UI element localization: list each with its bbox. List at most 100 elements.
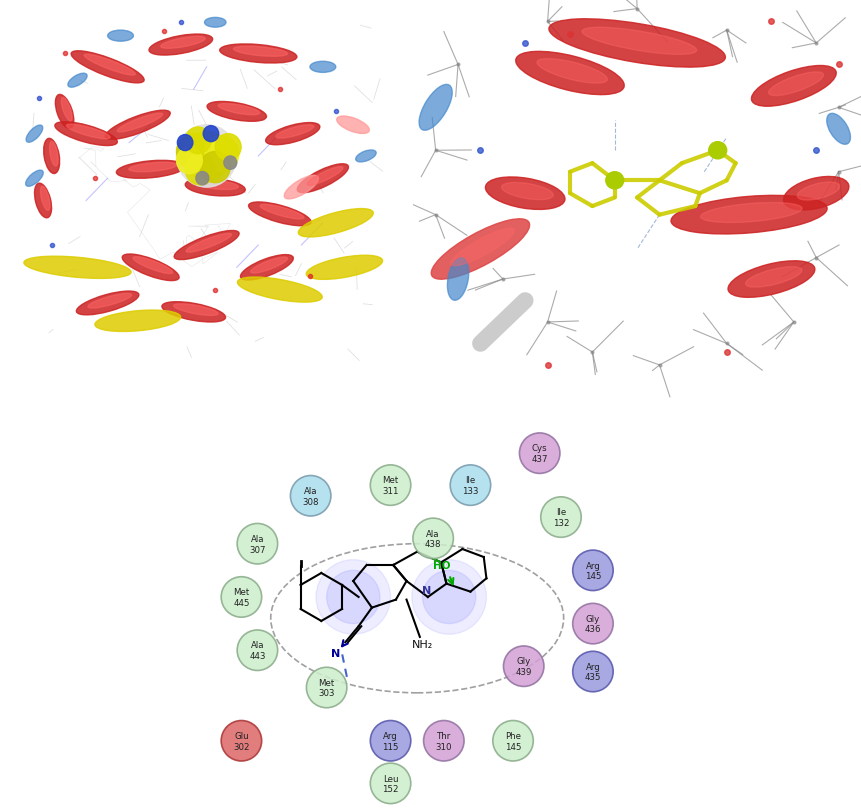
Ellipse shape [44, 139, 59, 173]
Ellipse shape [307, 255, 382, 279]
Ellipse shape [451, 228, 515, 266]
Ellipse shape [26, 170, 43, 186]
Ellipse shape [196, 181, 238, 190]
Ellipse shape [66, 124, 110, 139]
Circle shape [423, 570, 476, 624]
Ellipse shape [68, 73, 87, 87]
Text: Met: Met [382, 476, 399, 485]
Text: Ile: Ile [556, 509, 567, 518]
Text: 443: 443 [249, 652, 266, 661]
Circle shape [326, 570, 380, 624]
Ellipse shape [337, 116, 369, 134]
Ellipse shape [502, 182, 554, 199]
Text: 439: 439 [516, 668, 532, 677]
Circle shape [185, 127, 211, 154]
Text: NH₂: NH₂ [412, 640, 433, 650]
Text: Thr: Thr [437, 732, 451, 741]
Circle shape [205, 136, 239, 172]
Circle shape [412, 560, 486, 634]
Ellipse shape [61, 97, 72, 121]
Text: 302: 302 [233, 743, 250, 752]
Ellipse shape [769, 72, 824, 96]
Circle shape [307, 667, 347, 708]
Ellipse shape [84, 54, 135, 75]
Circle shape [606, 172, 623, 189]
Ellipse shape [240, 254, 294, 280]
Circle shape [450, 465, 491, 505]
Text: 437: 437 [531, 455, 548, 464]
Ellipse shape [671, 195, 827, 234]
Ellipse shape [746, 266, 802, 287]
Ellipse shape [122, 254, 179, 280]
Text: Leu: Leu [383, 774, 399, 783]
Ellipse shape [516, 51, 624, 95]
Circle shape [183, 131, 231, 181]
Text: 303: 303 [319, 689, 335, 698]
Ellipse shape [205, 17, 226, 28]
Text: 145: 145 [505, 743, 521, 752]
Ellipse shape [419, 84, 452, 130]
Text: Glu: Glu [234, 732, 249, 741]
Circle shape [370, 465, 411, 505]
Ellipse shape [55, 95, 74, 128]
Circle shape [290, 475, 331, 516]
Text: 435: 435 [585, 673, 601, 682]
Ellipse shape [186, 233, 232, 252]
Ellipse shape [161, 36, 205, 49]
Circle shape [177, 134, 193, 151]
Ellipse shape [117, 113, 163, 132]
Text: Phe: Phe [505, 732, 521, 741]
Ellipse shape [55, 122, 117, 146]
Text: 145: 145 [585, 572, 601, 582]
Ellipse shape [582, 28, 697, 54]
Ellipse shape [34, 183, 52, 218]
Ellipse shape [276, 125, 314, 138]
Text: 445: 445 [233, 599, 250, 608]
Ellipse shape [129, 162, 177, 172]
Text: 307: 307 [249, 546, 266, 555]
Text: Arg: Arg [585, 663, 600, 671]
Text: 310: 310 [436, 743, 452, 752]
Circle shape [201, 151, 231, 183]
Ellipse shape [218, 104, 260, 115]
Ellipse shape [26, 125, 43, 143]
Ellipse shape [537, 58, 607, 83]
Circle shape [541, 497, 581, 537]
Ellipse shape [105, 110, 170, 139]
Text: Ile: Ile [465, 476, 475, 485]
Text: HO: HO [433, 561, 451, 571]
Circle shape [316, 560, 391, 634]
Ellipse shape [220, 44, 297, 63]
Circle shape [203, 126, 219, 142]
Text: Cys: Cys [532, 445, 548, 454]
Circle shape [224, 156, 237, 169]
Text: 438: 438 [425, 540, 442, 549]
Ellipse shape [185, 178, 245, 196]
Text: 152: 152 [382, 785, 399, 795]
Ellipse shape [88, 293, 132, 308]
Circle shape [196, 172, 209, 185]
Ellipse shape [133, 257, 173, 274]
Circle shape [573, 550, 613, 590]
Ellipse shape [260, 204, 304, 219]
Text: Met: Met [319, 679, 335, 688]
Text: Ala: Ala [251, 535, 264, 544]
Text: Arg: Arg [585, 561, 600, 570]
Ellipse shape [356, 150, 376, 162]
Circle shape [177, 147, 202, 173]
Ellipse shape [752, 66, 836, 106]
Text: Ala: Ala [426, 530, 440, 539]
Text: 132: 132 [553, 519, 569, 528]
Ellipse shape [431, 219, 530, 279]
Circle shape [709, 142, 727, 159]
Circle shape [237, 523, 277, 564]
Ellipse shape [284, 175, 319, 199]
Text: Gly: Gly [585, 615, 600, 624]
Text: Arg: Arg [383, 732, 398, 741]
Circle shape [492, 721, 533, 761]
Ellipse shape [71, 51, 144, 83]
Ellipse shape [784, 177, 849, 210]
Ellipse shape [50, 142, 58, 166]
Ellipse shape [266, 122, 319, 145]
Text: 436: 436 [585, 625, 601, 634]
